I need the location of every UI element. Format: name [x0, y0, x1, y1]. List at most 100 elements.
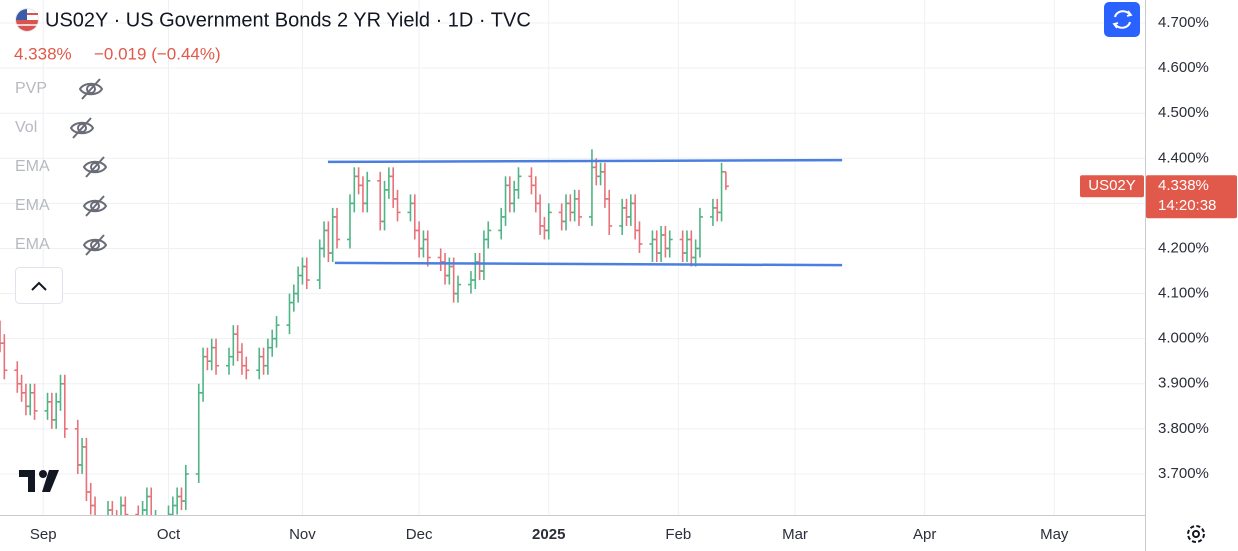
ohlc-bar: [195, 383, 202, 483]
ohlc-bar: [679, 230, 686, 263]
x-tick-label: 2025: [532, 526, 565, 543]
ohlc-bar: [53, 392, 60, 429]
hide-indicator-button[interactable]: [83, 156, 107, 178]
ohlc-bar: [286, 293, 293, 335]
indicator-label: EMA: [15, 197, 50, 214]
indicator-label: PVP: [15, 80, 47, 97]
ohlc-bar: [446, 257, 453, 285]
hide-indicator-button[interactable]: [79, 78, 103, 100]
refresh-button[interactable]: [1104, 2, 1140, 37]
x-tick-label: Apr: [913, 526, 936, 543]
ohlc-bar: [437, 248, 444, 272]
ohlc-bar: [472, 252, 479, 290]
ohlc-bar: [321, 221, 328, 258]
tradingview-logo: [19, 470, 59, 492]
x-tick-label: Mar: [782, 526, 808, 543]
ohlc-bar: [476, 252, 483, 281]
ohlc-bar: [511, 180, 518, 213]
ohlc-bar: [666, 230, 673, 258]
ohlc-bar: [528, 167, 535, 195]
ohlc-bar: [541, 216, 548, 240]
ohlc-bar: [632, 194, 639, 240]
ohlc-bar: [394, 189, 401, 222]
indicator-label: Vol: [15, 119, 37, 136]
x-tick-label: May: [1040, 526, 1069, 543]
ohlc-bar: [109, 501, 114, 515]
ohlc-bar: [325, 221, 332, 263]
ohlc-bar: [295, 266, 302, 303]
ohlc-bar: [722, 171, 729, 190]
ohlc-bar: [696, 207, 703, 258]
ohlc-bar: [506, 176, 513, 213]
x-tick-label: Feb: [665, 526, 691, 543]
flag-icon: [15, 8, 39, 32]
ohlc-bar: [455, 275, 461, 303]
y-tick-label: 4.200%: [1158, 239, 1209, 256]
ohlc-bar: [1, 334, 8, 380]
price-tag: [1146, 175, 1237, 219]
y-tick-label: 4.700%: [1158, 14, 1209, 31]
trend-line: [334, 261, 843, 267]
ohlc-bar: [407, 194, 414, 222]
ohlc-bar: [515, 167, 522, 199]
ohlc-bar: [571, 189, 578, 222]
ohlc-bar: [442, 252, 449, 285]
ohlc-bar: [537, 194, 544, 235]
ohlc-bar: [135, 505, 140, 515]
ohlc-bar: [480, 230, 487, 281]
ohlc-bar: [316, 239, 323, 290]
collapse-button[interactable]: [15, 267, 63, 304]
hide-indicator-button[interactable]: [83, 234, 107, 256]
countdown-text: 14:20:38: [1158, 197, 1216, 214]
ohlc-bar: [299, 257, 306, 285]
indicator-label: EMA: [15, 236, 50, 253]
y-tick-label: 4.100%: [1158, 285, 1209, 302]
hide-indicator-button[interactable]: [83, 195, 107, 217]
ohlc-bar: [390, 167, 397, 208]
y-tick-label: 4.500%: [1158, 104, 1209, 121]
y-tick-label: 3.800%: [1158, 420, 1209, 437]
ohlc-bar: [74, 419, 81, 474]
hide-indicator-button[interactable]: [70, 117, 94, 139]
ohlc-bar: [381, 180, 388, 231]
ohlc-bar: [424, 230, 431, 267]
bars: [0, 149, 843, 515]
ohlc-bar: [92, 496, 96, 515]
ohlc-bar: [31, 383, 38, 420]
ohlc-bar: [200, 347, 207, 402]
ohlc-bar: [79, 437, 86, 474]
y-tick-label: 4.600%: [1158, 59, 1209, 76]
price-tag-text: 4.338%: [1158, 177, 1209, 194]
settings-button[interactable]: [1187, 525, 1205, 543]
ohlc-bar: [355, 167, 362, 195]
y-tick-label: 4.000%: [1158, 330, 1209, 347]
ohlc-bar: [178, 487, 185, 511]
ohlc-bar: [601, 162, 608, 208]
ohlc-bar: [226, 347, 232, 375]
ohlc-bar: [545, 203, 552, 240]
ohlc-bar: [606, 189, 613, 235]
ohlc-bar: [346, 194, 353, 249]
ohlc-bar: [204, 347, 211, 371]
ohlc-bar: [684, 230, 690, 263]
ohlc-bar: [502, 176, 509, 226]
ohlc-bar: [485, 221, 492, 249]
price-label: US02Y 4.338% 14:20:38: [1080, 175, 1237, 219]
ohlc-bar: [567, 194, 574, 222]
ohlc-bar: [174, 487, 181, 515]
ohlc-bar: [597, 162, 604, 186]
ohlc-bar: [120, 496, 124, 515]
ohlc-bar: [627, 194, 634, 226]
ohlc-bar: [27, 383, 34, 416]
ohlc-bar: [714, 198, 721, 222]
ohlc-bar: [208, 338, 215, 371]
ohlc-bar: [273, 316, 280, 348]
indicator-label: EMA: [15, 158, 50, 175]
ohlc-bar: [141, 501, 146, 515]
ohlc-bar: [290, 284, 297, 312]
ohlc-bar: [411, 194, 418, 240]
price-change: −0.019 (−0.44%): [94, 44, 221, 63]
ohlc-bar: [148, 487, 153, 515]
ohlc-bar: [334, 207, 341, 249]
